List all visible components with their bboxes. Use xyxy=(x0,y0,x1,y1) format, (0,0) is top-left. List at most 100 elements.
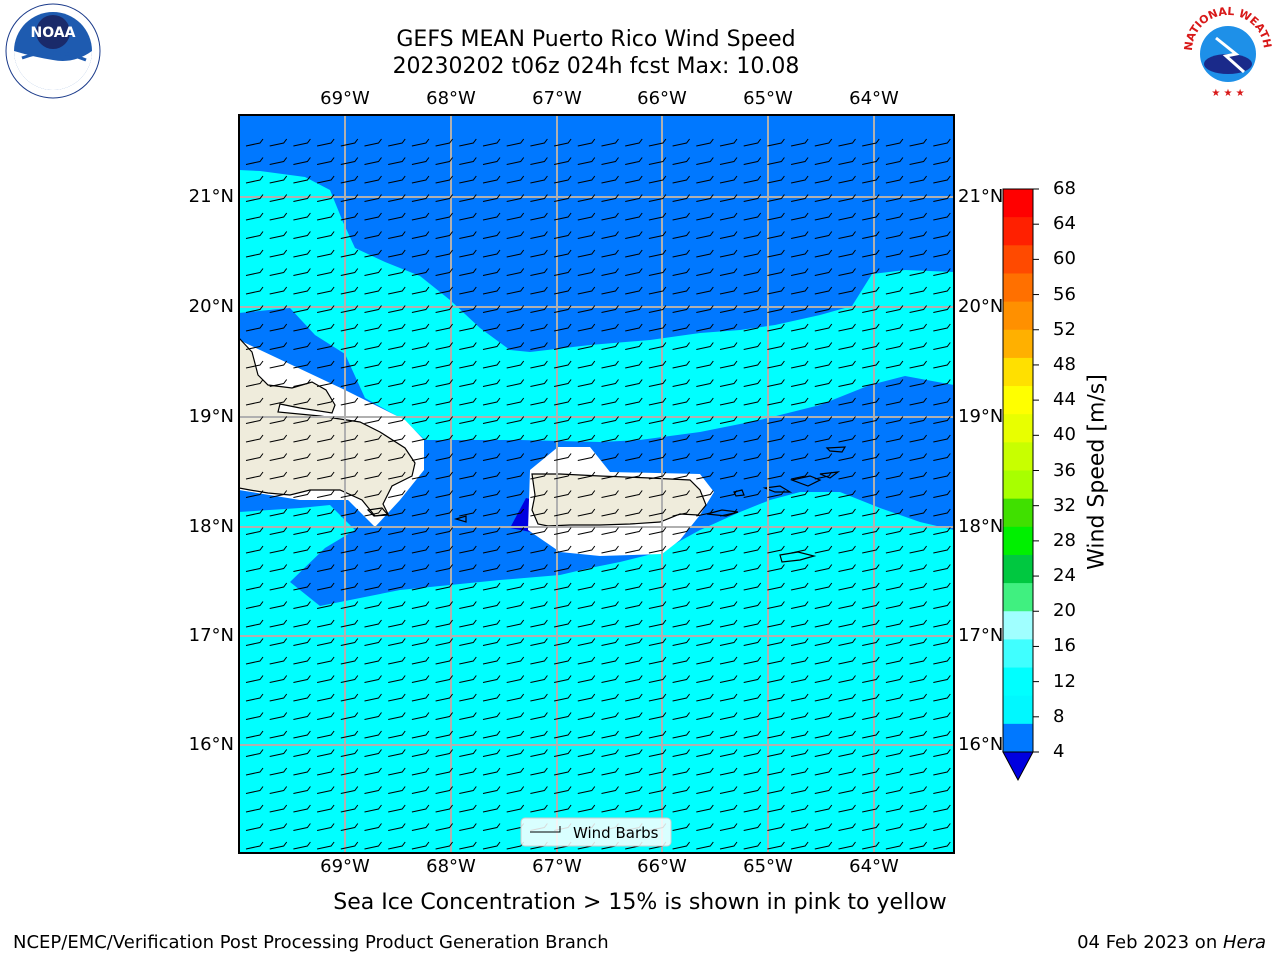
wind-barb xyxy=(933,379,951,387)
wind-barb xyxy=(530,379,548,387)
wind-barb xyxy=(530,786,548,794)
wind-barb xyxy=(530,749,548,757)
wind-barb xyxy=(269,638,288,646)
wind-barb xyxy=(364,841,382,850)
wind-barb xyxy=(767,656,785,665)
wind-barb xyxy=(862,471,880,480)
wind-barb xyxy=(767,305,785,313)
wind-barb xyxy=(459,601,477,609)
wind-barb xyxy=(459,305,477,313)
wind-barb xyxy=(625,619,643,628)
wind-barb xyxy=(435,249,453,258)
wind-barb xyxy=(625,212,643,221)
wind-barb xyxy=(790,564,809,572)
wind-barb xyxy=(814,360,833,369)
wind-barb xyxy=(364,675,382,683)
wind-barb xyxy=(862,582,880,591)
wind-barb xyxy=(530,249,548,258)
wind-barb xyxy=(862,730,880,739)
wind-barb xyxy=(459,175,477,184)
wind-barb xyxy=(364,601,382,609)
wind-barb xyxy=(388,749,406,757)
wind-barb xyxy=(743,268,762,276)
wind-barb xyxy=(672,619,690,628)
wind-barb xyxy=(553,730,572,739)
wind-barb xyxy=(316,286,335,295)
wind-barb xyxy=(719,231,738,239)
wind-barb xyxy=(933,786,951,794)
wind-barb xyxy=(601,323,619,332)
wind-barb xyxy=(862,323,880,332)
wind-barb xyxy=(553,545,572,554)
wind-barb xyxy=(364,693,382,702)
wind-barb xyxy=(838,508,856,517)
wind-barb xyxy=(719,157,738,165)
wind-barb xyxy=(601,619,619,628)
wind-barb xyxy=(814,490,833,498)
wind-barb xyxy=(885,249,904,258)
wind-barb xyxy=(388,638,406,646)
wind-barb xyxy=(885,397,904,406)
wind-barb xyxy=(790,342,809,350)
wind-barb xyxy=(933,157,951,165)
wind-barb xyxy=(885,656,904,665)
wind-barb xyxy=(269,490,288,498)
wind-barb xyxy=(577,749,596,757)
wind-barb xyxy=(388,545,406,554)
wind-barb xyxy=(719,638,738,646)
wind-barb xyxy=(269,305,288,313)
wind-barb xyxy=(364,175,382,184)
wind-barb xyxy=(601,767,619,776)
chart-title: GEFS MEAN Puerto Rico Wind Speed xyxy=(396,27,796,52)
wind-barb xyxy=(459,804,477,813)
wind-barb xyxy=(482,508,501,517)
wind-barb xyxy=(530,416,548,424)
wind-barb xyxy=(482,712,501,720)
wind-barb xyxy=(506,453,525,461)
wind-barb xyxy=(411,212,430,221)
wind-barb xyxy=(435,712,453,720)
wind-barb xyxy=(316,490,335,498)
wind-barb xyxy=(364,397,382,406)
wind-barb xyxy=(435,397,453,406)
wind-barb xyxy=(506,138,525,147)
wind-barb xyxy=(743,379,762,387)
colorbar-segment xyxy=(1003,442,1033,471)
wind-barb xyxy=(388,804,406,813)
wind-barb xyxy=(790,194,809,202)
wind-barb xyxy=(411,175,430,184)
wind-barb xyxy=(601,212,619,221)
wind-barb xyxy=(269,397,288,406)
colorbar-segment xyxy=(1003,611,1033,640)
wind-barb xyxy=(553,194,572,202)
wind-barb xyxy=(648,527,667,535)
wind-barb xyxy=(388,582,406,591)
wind-barb xyxy=(767,175,785,184)
wind-barb xyxy=(625,397,643,406)
wind-barb xyxy=(885,638,904,646)
wind-barb xyxy=(838,749,856,757)
wind-barb xyxy=(316,360,335,369)
wind-barb xyxy=(553,175,572,184)
wind-barb xyxy=(862,693,880,702)
wind-barb xyxy=(790,841,809,850)
wind-barb xyxy=(648,342,667,350)
wind-barb xyxy=(909,582,927,591)
wind-barb xyxy=(530,157,548,165)
wind-barb xyxy=(743,397,762,406)
wind-barb xyxy=(364,212,382,221)
wind-barb xyxy=(862,212,880,221)
wind-barb xyxy=(340,804,359,813)
wind-barb xyxy=(743,582,762,591)
wind-barb xyxy=(553,397,572,406)
wind-barb xyxy=(672,804,690,813)
wind-barb xyxy=(364,379,382,387)
wind-barb xyxy=(435,323,453,332)
wind-barb xyxy=(767,508,785,517)
wind-barb xyxy=(435,582,453,591)
wind-barb xyxy=(696,767,714,776)
wind-barb xyxy=(553,601,572,609)
wind-barb xyxy=(411,601,430,609)
wind-barb xyxy=(743,138,762,147)
wind-barb xyxy=(814,305,833,313)
